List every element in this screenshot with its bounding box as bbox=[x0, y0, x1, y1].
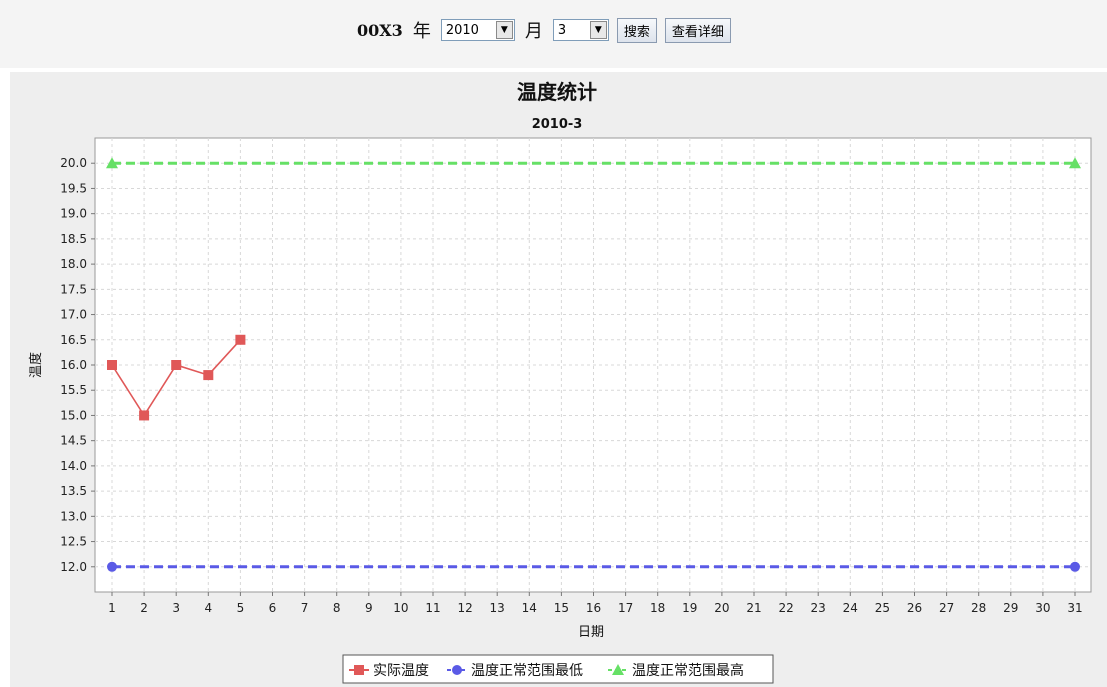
station-code: 00X3 bbox=[357, 20, 403, 40]
y-tick-label: 19.5 bbox=[60, 181, 87, 195]
x-tick-label: 2 bbox=[140, 601, 148, 615]
x-tick-label: 18 bbox=[650, 601, 665, 615]
y-tick-label: 18.5 bbox=[60, 232, 87, 246]
x-tick-label: 14 bbox=[522, 601, 537, 615]
filter-row: 00X3 年 2010 ▼ 月 3 ▼ 搜索 查看详细 bbox=[357, 14, 731, 46]
legend-marker bbox=[354, 665, 364, 675]
chart-subtitle: 2010-3 bbox=[532, 117, 583, 132]
x-tick-label: 20 bbox=[714, 601, 729, 615]
x-tick-label: 21 bbox=[746, 601, 761, 615]
data-point bbox=[106, 157, 118, 169]
legend-label: 温度正常范围最低 bbox=[471, 662, 583, 679]
x-tick-label: 12 bbox=[457, 601, 472, 615]
view-details-button[interactable]: 查看详细 bbox=[664, 17, 731, 43]
month-select-value: 3 bbox=[557, 22, 567, 38]
legend-marker bbox=[612, 664, 624, 675]
x-tick-label: 26 bbox=[907, 601, 922, 615]
x-tick-label: 3 bbox=[172, 601, 180, 615]
x-tick-label: 29 bbox=[1003, 601, 1018, 615]
x-tick-label: 4 bbox=[204, 601, 212, 615]
y-tick-label: 20.0 bbox=[60, 156, 87, 170]
x-tick-label: 7 bbox=[301, 601, 309, 615]
x-tick-label: 28 bbox=[971, 601, 986, 615]
legend-label: 实际温度 bbox=[373, 663, 429, 679]
year-label: 年 bbox=[412, 21, 431, 42]
y-tick-label: 17.5 bbox=[60, 282, 87, 296]
y-tick-label: 14.0 bbox=[60, 459, 87, 473]
x-tick-label: 19 bbox=[682, 601, 697, 615]
x-tick-label: 8 bbox=[333, 601, 341, 615]
x-tick-label: 16 bbox=[586, 601, 601, 615]
month-select[interactable]: 3 ▼ bbox=[552, 19, 609, 41]
legend-box bbox=[342, 654, 774, 684]
x-tick-label: 25 bbox=[875, 601, 890, 615]
y-tick-label: 15.5 bbox=[60, 383, 87, 397]
chart-title: 温度统计 bbox=[517, 80, 597, 104]
x-tick-label: 9 bbox=[365, 601, 373, 615]
data-point bbox=[235, 334, 246, 345]
chevron-down-icon[interactable]: ▼ bbox=[495, 21, 513, 39]
y-tick-label: 14.5 bbox=[60, 434, 87, 448]
x-tick-label: 15 bbox=[554, 601, 569, 615]
data-point bbox=[1070, 561, 1080, 572]
x-tick-label: 11 bbox=[425, 601, 440, 615]
x-tick-label: 30 bbox=[1035, 601, 1050, 615]
toolbar: 00X3 年 2010 ▼ 月 3 ▼ 搜索 查看详细 bbox=[0, 0, 1107, 68]
y-tick-label: 13.5 bbox=[60, 484, 87, 498]
x-tick-label: 1 bbox=[108, 601, 116, 615]
x-tick-label: 6 bbox=[269, 601, 277, 615]
series-0 bbox=[107, 334, 246, 421]
x-tick-label: 27 bbox=[939, 601, 954, 615]
year-select-value: 2010 bbox=[445, 22, 479, 38]
data-point bbox=[171, 360, 182, 370]
chevron-down-icon[interactable]: ▼ bbox=[589, 21, 607, 39]
y-tick-label: 13.0 bbox=[60, 509, 87, 523]
x-tick-label: 13 bbox=[490, 601, 505, 615]
x-tick-label: 22 bbox=[778, 601, 793, 615]
y-tick-label: 12.0 bbox=[60, 560, 87, 574]
x-tick-label: 17 bbox=[618, 601, 633, 615]
x-tick-label: 31 bbox=[1067, 601, 1082, 615]
data-point bbox=[139, 410, 150, 421]
series-2 bbox=[106, 157, 1081, 169]
data-point bbox=[107, 561, 117, 572]
legend-marker bbox=[452, 665, 462, 675]
year-select[interactable]: 2010 ▼ bbox=[440, 19, 515, 41]
y-tick-label: 15.0 bbox=[60, 408, 87, 422]
x-tick-label: 10 bbox=[393, 601, 408, 615]
search-button[interactable]: 搜索 bbox=[616, 17, 657, 43]
legend-label: 温度正常范围最高 bbox=[632, 662, 744, 679]
y-tick-label: 19.0 bbox=[60, 207, 87, 221]
y-tick-label: 18.0 bbox=[60, 257, 87, 271]
x-tick-label: 24 bbox=[843, 601, 858, 615]
month-label: 月 bbox=[524, 21, 543, 42]
series-1 bbox=[107, 561, 1080, 572]
y-tick-label: 16.0 bbox=[60, 358, 87, 372]
data-point bbox=[203, 370, 214, 381]
data-point bbox=[1069, 157, 1081, 169]
x-tick-label: 5 bbox=[237, 601, 245, 615]
y-tick-label: 17.0 bbox=[60, 308, 87, 322]
y-axis-label: 温度 bbox=[28, 352, 44, 378]
x-tick-label: 23 bbox=[811, 601, 826, 615]
y-tick-label: 12.5 bbox=[60, 535, 87, 549]
x-axis-label: 日期 bbox=[578, 625, 604, 640]
y-tick-label: 16.5 bbox=[60, 333, 87, 347]
data-point bbox=[107, 360, 117, 370]
